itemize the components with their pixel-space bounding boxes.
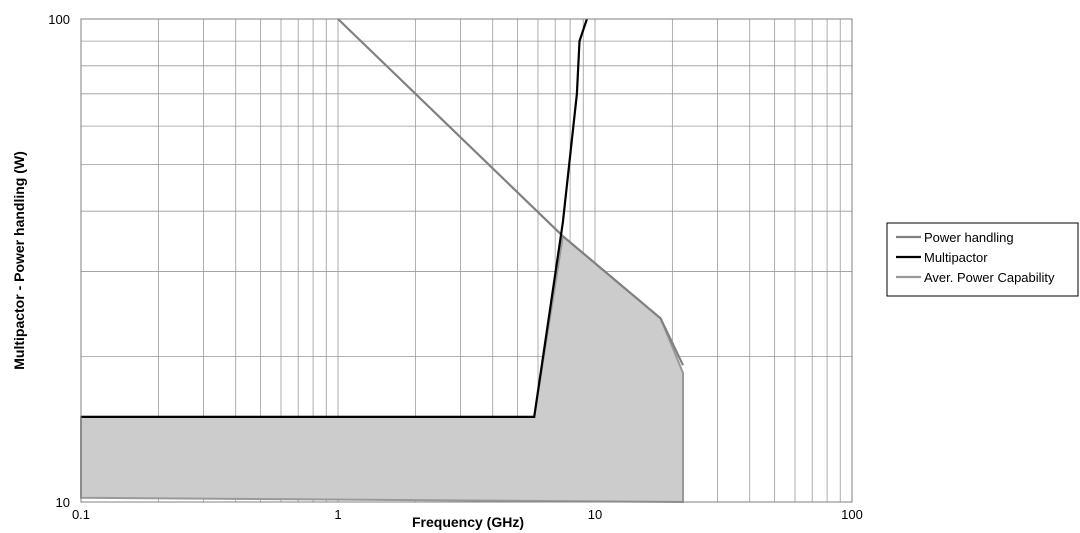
x-tick-label: 10 — [588, 507, 602, 522]
series-area-aver-power-capability — [80, 234, 684, 504]
series-line-power-handling — [337, 18, 684, 366]
series-line-multipactor — [81, 18, 588, 418]
legend-label: Power handling — [924, 230, 1014, 245]
x-tick-label: 1 — [334, 507, 341, 522]
y-tick-label: 10 — [56, 495, 70, 510]
y-tick-label: 100 — [48, 12, 70, 27]
y-axis-label: Multipactor - Power handling (W) — [11, 151, 27, 370]
legend: Power handling Multipactor Aver. Power Cap… — [886, 222, 1079, 297]
plot-frame — [80, 18, 853, 503]
x-axis-label: Frequency (GHz) — [412, 514, 524, 530]
x-tick-label: 0.1 — [72, 507, 90, 522]
series-layer — [80, 18, 684, 504]
legend-label: Multipactor — [924, 250, 988, 265]
tick-labels: 0.1 1 10 100 10 100 — [48, 12, 863, 522]
legend-label: Aver. Power Capability — [924, 270, 1055, 285]
legend-box — [886, 222, 1079, 297]
x-tick-label: 100 — [841, 507, 863, 522]
